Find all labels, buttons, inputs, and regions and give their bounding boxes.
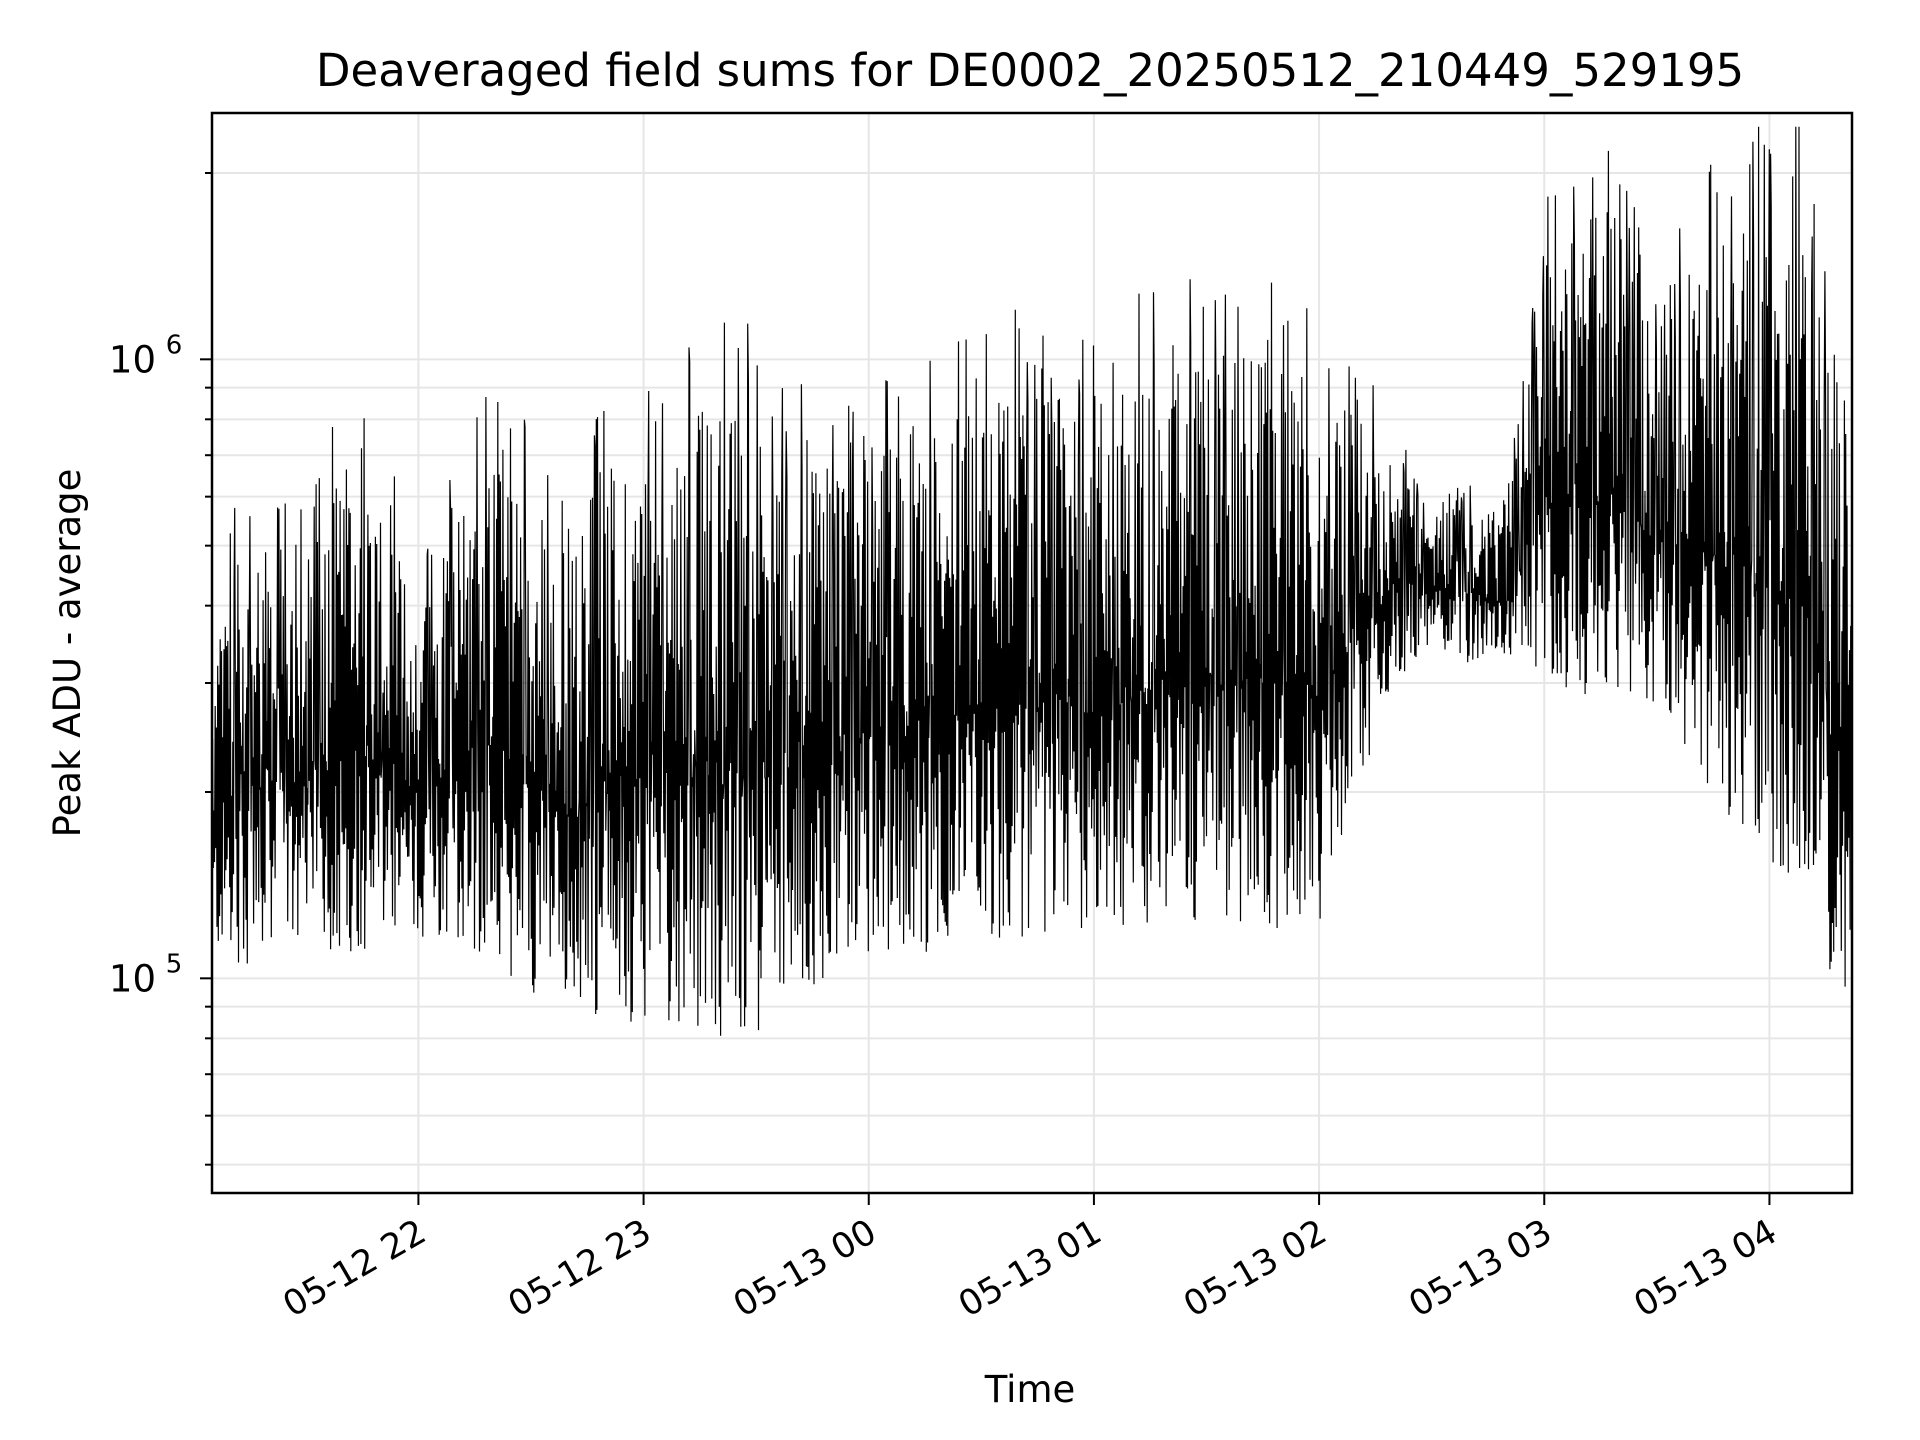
y-tick-label: 10: [109, 957, 156, 1000]
y-tick-label-exponent: 5: [166, 949, 183, 979]
y-tick-label: 10: [109, 338, 156, 381]
y-tick-label-exponent: 6: [166, 330, 183, 360]
chart-title: Deaveraged field sums for DE0002_2025051…: [316, 44, 1744, 97]
series-line: [211, 126, 1853, 1036]
y-axis: 10 5 10 6: [109, 171, 212, 1166]
y-axis-label: Peak ADU - average: [46, 469, 89, 838]
x-axis-label: Time: [984, 1368, 1076, 1411]
series-path: [211, 126, 1853, 1036]
plot-frame: [210, 111, 1854, 1195]
